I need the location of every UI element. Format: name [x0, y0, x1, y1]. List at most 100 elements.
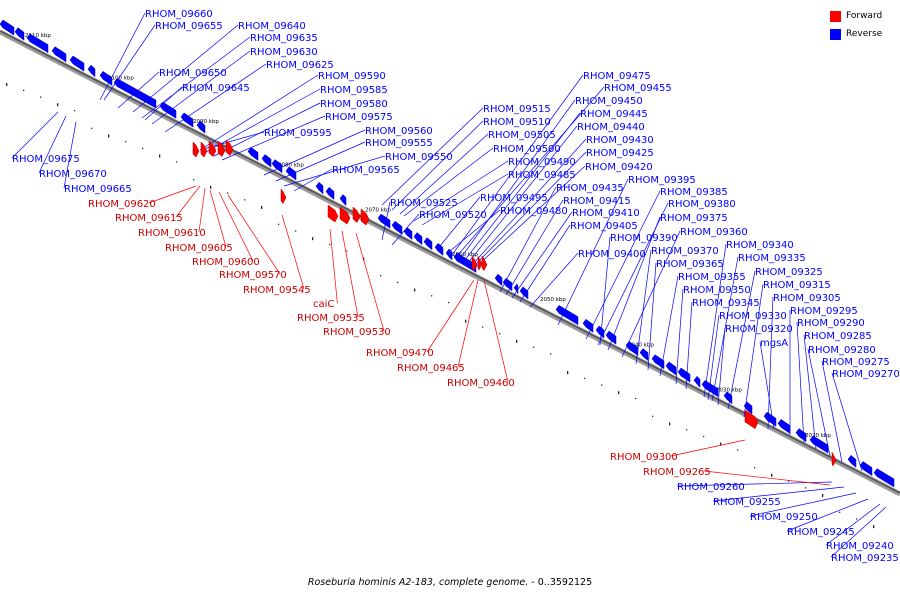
- track-dot: [618, 391, 620, 395]
- reverse-leader-line: [825, 503, 881, 546]
- reverse-leader-line: [759, 341, 775, 429]
- forward-gene: [352, 206, 361, 223]
- forward-gene: [831, 451, 837, 467]
- reverse-gene-label: RHOM_09675: [12, 154, 80, 165]
- forward-gene: [477, 255, 483, 271]
- reverse-gene-label: RHOM_09415: [563, 196, 631, 207]
- reverse-gene-label: RHOM_09510: [483, 117, 551, 128]
- forward-leader-line: [175, 185, 201, 218]
- reverse-leader-line: [529, 252, 579, 308]
- reverse-gene: [873, 468, 895, 488]
- track-dot: [244, 199, 246, 201]
- reverse-gene-label: RHOM_09305: [773, 293, 841, 304]
- reverse-gene: [701, 380, 719, 398]
- legend-reverse: Reverse: [830, 26, 892, 42]
- reverse-gene: [261, 154, 272, 168]
- reverse-gene-label: RHOM_09490: [508, 157, 576, 168]
- reverse-leader-line: [463, 112, 581, 262]
- tick-label: 2030 kbp: [716, 388, 742, 394]
- reverse-leader-line: [11, 111, 59, 159]
- legend-forward-label: Forward: [846, 11, 883, 21]
- reverse-gene: [285, 166, 297, 181]
- reverse-gene-label: RHOM_09280: [808, 345, 876, 356]
- reverse-leader-line: [821, 360, 843, 463]
- forward-leader-line: [457, 279, 479, 368]
- forward-gene-label: RHOM_09265: [643, 467, 711, 478]
- reverse-gene-label: RHOM_09340: [726, 240, 794, 251]
- track-dot: [176, 161, 178, 163]
- track-dot: [193, 179, 195, 181]
- reverse-gene-label: RHOM_09430: [586, 135, 654, 146]
- reverse-leader-line: [749, 492, 857, 517]
- reverse-gene-label: RHOM_09285: [804, 331, 872, 342]
- reverse-gene-label: RHOM_09425: [586, 148, 654, 159]
- track-dot: [873, 525, 875, 529]
- reverse-gene-label: RHOM_09555: [365, 138, 433, 149]
- reverse-gene: [809, 435, 829, 454]
- reverse-gene: [423, 237, 433, 251]
- tick-label: 2050 kbp: [540, 297, 566, 303]
- forward-leader-line: [198, 187, 206, 233]
- reverse-gene: [315, 181, 324, 195]
- reverse-gene-label: RHOM_09450: [575, 96, 643, 107]
- reverse-leader-line: [455, 86, 605, 258]
- reverse-gene: [247, 146, 259, 161]
- forward-leader-line: [218, 191, 254, 262]
- reverse-leader-line: [831, 372, 863, 472]
- reverse-leader-line: [471, 138, 587, 266]
- forward-gene: [339, 206, 351, 225]
- reverse-leader-line: [451, 74, 584, 256]
- track-dot: [805, 487, 807, 489]
- track-dot: [703, 435, 705, 438]
- reverse-gene: [519, 286, 529, 300]
- reverse-gene-label: RHOM_09400: [578, 249, 646, 260]
- forward-gene-label: RHOM_09535: [297, 313, 365, 324]
- reverse-leader-line: [449, 209, 501, 252]
- reverse-gene: [87, 64, 96, 78]
- tick-label: 2060 kbp: [452, 252, 478, 258]
- reverse-leader-line: [519, 224, 571, 303]
- reverse-gene-label: RHOM_09515: [483, 104, 551, 115]
- forward-gene-label: RHOM_09600: [192, 257, 260, 268]
- track-dot: [737, 449, 739, 451]
- track-dot: [227, 192, 229, 194]
- reverse-gene: [555, 305, 579, 326]
- reverse-gene-label: mgsA: [760, 338, 788, 349]
- reverse-gene: [777, 419, 791, 435]
- reverse-leader-line: [635, 249, 652, 365]
- reverse-gene-label: RHOM_09640: [238, 21, 306, 32]
- reverse-gene-label: RHOM_09395: [628, 175, 696, 186]
- track-dot: [584, 377, 586, 379]
- reverse-gene: [582, 318, 594, 333]
- reverse-gene: [339, 194, 347, 207]
- reverse-gene-label: RHOM_09375: [660, 213, 728, 224]
- reverse-gene: [625, 341, 639, 356]
- reverse-leader-line: [141, 36, 251, 119]
- reverse-swatch: [830, 28, 841, 40]
- forward-leader-line: [426, 279, 475, 353]
- reverse-gene: [795, 428, 807, 443]
- reverse-gene: [723, 391, 733, 405]
- track-dot: [261, 205, 263, 209]
- reverse-gene-label: RHOM_09480: [500, 206, 568, 217]
- forward-gene: [744, 409, 759, 430]
- reverse-gene: [651, 354, 665, 370]
- reverse-gene-label: RHOM_09405: [570, 221, 638, 232]
- forward-gene-label: RHOM_09465: [397, 363, 465, 374]
- reverse-leader-line: [99, 12, 146, 101]
- legend: Forward Reverse: [830, 8, 892, 44]
- track-dot: [295, 230, 297, 232]
- reverse-leader-line: [796, 321, 805, 444]
- reverse-gene-label: RHOM_09590: [318, 71, 386, 82]
- reverse-gene-label: RHOM_09525: [390, 198, 458, 209]
- reverse-gene-label: RHOM_09455: [604, 83, 672, 94]
- tick-label: 2070 kbp: [365, 207, 391, 213]
- label-leader-lines: [11, 12, 887, 558]
- reverse-leader-line: [467, 125, 578, 264]
- track-dot: [465, 319, 467, 323]
- reverse-leader-line: [557, 178, 629, 326]
- reverse-gene-label: RHOM_09240: [826, 541, 894, 552]
- track-dot: [142, 147, 144, 150]
- reverse-gene: [665, 361, 677, 376]
